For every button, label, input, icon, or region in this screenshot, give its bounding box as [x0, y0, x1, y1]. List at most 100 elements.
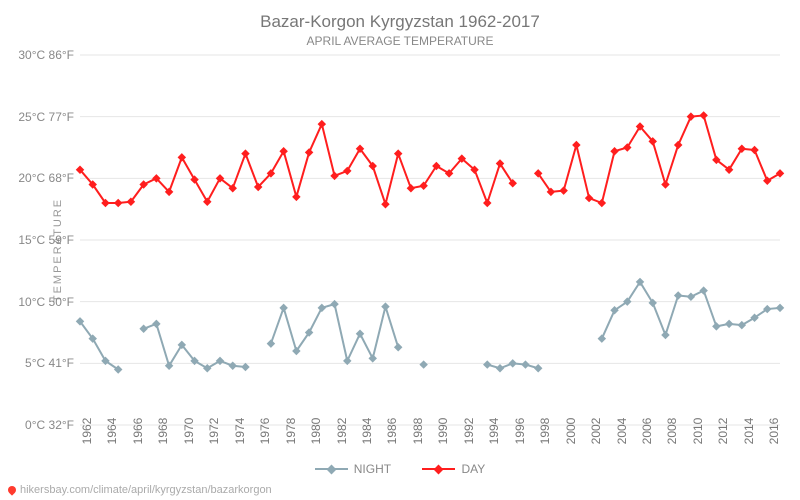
data-point-night [203, 364, 211, 372]
data-point-day [279, 147, 287, 155]
x-tick-label: 2012 [716, 418, 730, 445]
x-tick-label: 1986 [385, 418, 399, 445]
x-tick-label: 2008 [665, 418, 679, 445]
data-point-day [661, 180, 669, 188]
data-point-night [267, 339, 275, 347]
x-tick-label: 1994 [487, 418, 501, 445]
data-point-night [738, 321, 746, 329]
data-point-day [203, 198, 211, 206]
legend-swatch-day [422, 466, 455, 473]
data-point-night [699, 286, 707, 294]
data-point-day [572, 141, 580, 149]
data-point-night [534, 364, 542, 372]
y-axis-label: TEMPERATURE [52, 198, 64, 302]
data-point-night [356, 329, 364, 337]
x-tick-label: 1992 [462, 418, 476, 445]
x-tick-label: 2002 [589, 418, 603, 445]
data-point-night [661, 331, 669, 339]
data-point-day [114, 199, 122, 207]
data-point-night [139, 325, 147, 333]
legend-item-day: DAY [422, 462, 485, 476]
data-point-day [190, 175, 198, 183]
data-point-night [776, 304, 784, 312]
data-point-night [368, 354, 376, 362]
series-line-night [602, 282, 780, 339]
x-tick-label: 2000 [564, 418, 578, 445]
chart-title: Bazar-Korgon Kyrgyzstan 1962-2017 [0, 12, 800, 32]
x-tick-label: 1966 [131, 418, 145, 445]
data-point-night [343, 357, 351, 365]
data-point-night [279, 304, 287, 312]
x-tick-label: 1982 [335, 418, 349, 445]
data-point-night [674, 291, 682, 299]
data-point-night [394, 343, 402, 351]
plot-svg [80, 55, 780, 425]
data-point-day [598, 199, 606, 207]
y-tick-label: 10°C 50°F [18, 295, 74, 309]
data-point-day [559, 186, 567, 194]
data-point-day [674, 141, 682, 149]
data-point-night [152, 320, 160, 328]
legend: NIGHT DAY [0, 459, 800, 476]
data-point-night [419, 360, 427, 368]
data-point-day [610, 147, 618, 155]
data-point-day [305, 148, 313, 156]
y-tick-label: 0°C 32°F [25, 418, 74, 432]
data-point-day [483, 199, 491, 207]
x-tick-label: 1974 [233, 418, 247, 445]
legend-label-night: NIGHT [354, 462, 391, 476]
x-tick-label: 2006 [640, 418, 654, 445]
series-line-day [538, 115, 780, 203]
data-point-day [699, 111, 707, 119]
series-line-night [271, 304, 398, 361]
x-tick-label: 1996 [513, 418, 527, 445]
data-point-night [330, 300, 338, 308]
data-point-night [381, 302, 389, 310]
data-point-night [598, 334, 606, 342]
data-point-night [496, 364, 504, 372]
data-point-night [318, 304, 326, 312]
data-point-day [318, 120, 326, 128]
legend-item-night: NIGHT [315, 462, 391, 476]
x-tick-label: 1998 [538, 418, 552, 445]
data-point-day [407, 184, 415, 192]
data-point-night [521, 360, 529, 368]
x-tick-label: 2010 [691, 418, 705, 445]
data-point-day [292, 193, 300, 201]
x-tick-label: 1976 [258, 418, 272, 445]
data-point-night [725, 320, 733, 328]
data-point-day [687, 112, 695, 120]
x-tick-label: 2016 [767, 418, 781, 445]
x-tick-label: 1964 [105, 418, 119, 445]
data-point-day [178, 153, 186, 161]
x-tick-label: 1968 [156, 418, 170, 445]
data-point-night [241, 363, 249, 371]
source-link[interactable]: hikersbay.com/climate/april/kyrgyzstan/b… [8, 484, 272, 496]
legend-swatch-night [315, 466, 348, 473]
data-point-day [750, 146, 758, 154]
x-tick-label: 1980 [309, 418, 323, 445]
data-point-night [228, 362, 236, 370]
y-tick-label: 5°C 41°F [25, 356, 74, 370]
legend-label-day: DAY [461, 462, 485, 476]
series-line-night [80, 321, 118, 369]
y-tick-label: 20°C 68°F [18, 171, 74, 185]
data-point-day [241, 149, 249, 157]
data-point-day [343, 167, 351, 175]
map-pin-icon [6, 484, 17, 495]
y-tick-label: 15°C 59°F [18, 233, 74, 247]
data-point-night [483, 360, 491, 368]
temperature-chart: Bazar-Korgon Kyrgyzstan 1962-2017 APRIL … [0, 0, 800, 500]
x-tick-label: 1970 [182, 418, 196, 445]
series-line-day [80, 124, 513, 204]
data-point-day [763, 177, 771, 185]
data-point-night [508, 359, 516, 367]
data-point-day [330, 172, 338, 180]
data-point-day [381, 200, 389, 208]
data-point-day [394, 149, 402, 157]
x-tick-label: 2004 [615, 418, 629, 445]
data-point-day [776, 169, 784, 177]
data-point-day [585, 194, 593, 202]
x-tick-label: 2014 [742, 418, 756, 445]
x-tick-label: 1984 [360, 418, 374, 445]
